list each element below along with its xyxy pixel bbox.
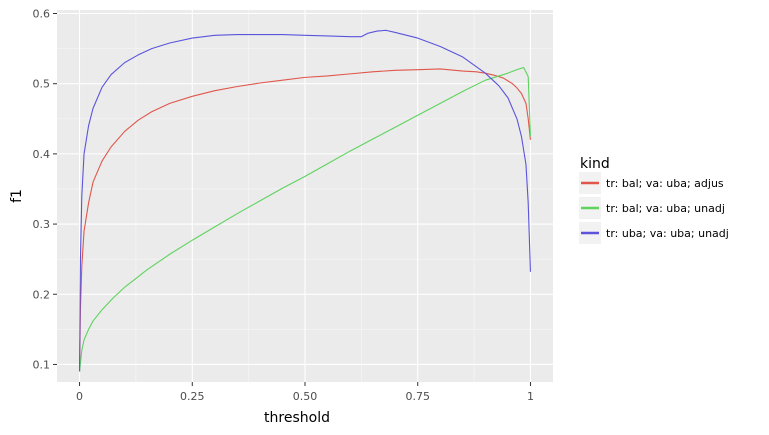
y-axis-title: f1 (9, 189, 25, 203)
x-axis-title: threshold (264, 410, 330, 426)
y-tick-label: 0.2 (33, 288, 51, 301)
y-tick-label: 0.4 (33, 148, 51, 161)
series-lines (79, 29, 531, 372)
series-line-3 (79, 29, 531, 372)
y-tick-label: 0.1 (33, 358, 51, 371)
legend-label: tr: uba; va: uba; unadj (606, 227, 729, 240)
y-tick-label: 0.5 (33, 78, 51, 91)
legend-label: tr: bal; va: uba; adjus (606, 177, 724, 190)
y-tick-label: 0.6 (33, 8, 51, 21)
x-tick-label: 0 (76, 390, 83, 403)
series-line-2 (79, 67, 531, 372)
legend-label: tr: bal; va: uba; unadj (606, 202, 725, 215)
x-tick-label: 0.75 (405, 390, 430, 403)
legend-title: kind (580, 156, 610, 172)
x-axis-ticks: 0 0.25 0.50 0.75 1 (76, 382, 534, 403)
x-tick-label: 0.50 (293, 390, 318, 403)
x-tick-label: 1 (527, 390, 534, 403)
x-tick-label: 0.25 (180, 390, 205, 403)
legend: kind tr: bal; va: uba; adjus tr: bal; va:… (579, 156, 729, 244)
y-axis-ticks: 0.1 0.2 0.3 0.4 0.5 0.6 (33, 8, 57, 371)
y-tick-label: 0.3 (33, 218, 51, 231)
series-line-1 (79, 68, 531, 372)
